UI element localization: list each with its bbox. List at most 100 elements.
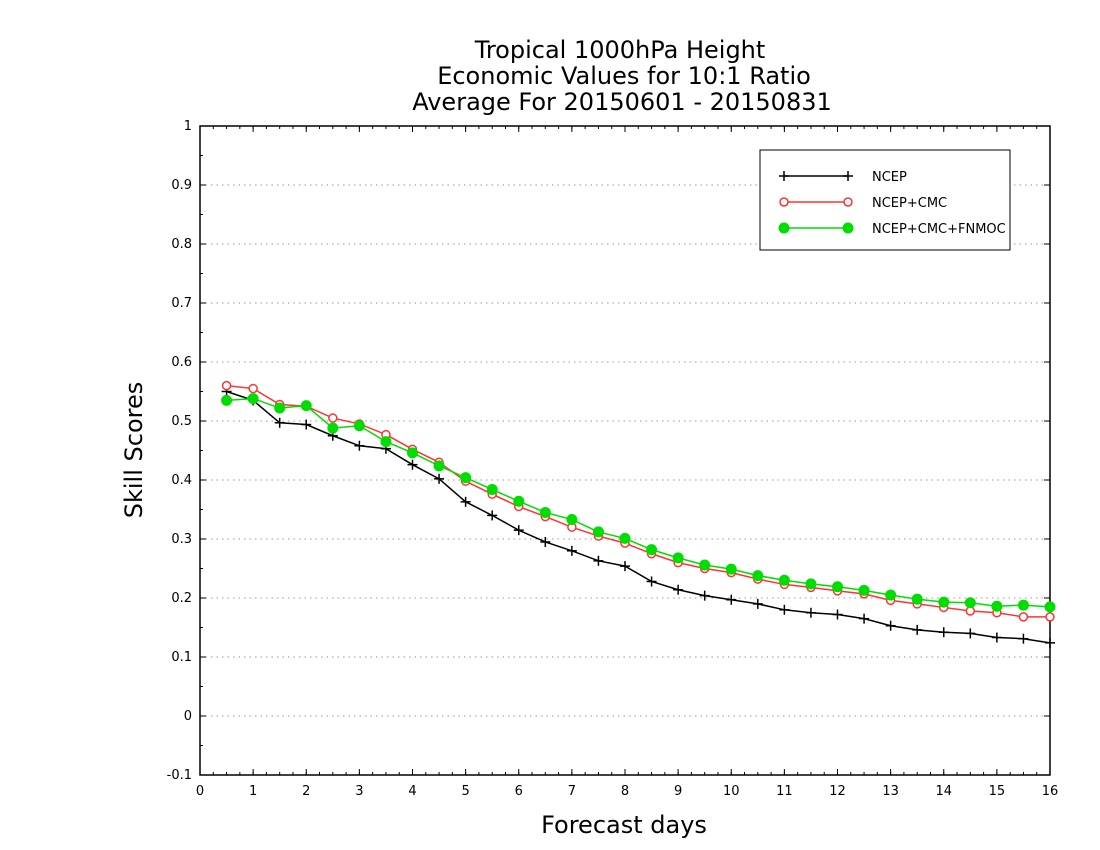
y-tick-label: -0.1: [167, 768, 192, 783]
data-point-ncep-cmc-fnmoc: [619, 532, 631, 544]
data-point-ncep-cmc: [328, 413, 338, 423]
data-point-ncep: [912, 624, 923, 635]
data-point-ncep-cmc-fnmoc: [778, 574, 790, 586]
x-tick-label: 6: [515, 784, 523, 799]
data-point-ncep-cmc-fnmoc: [938, 596, 950, 608]
data-point-ncep-cmc-fnmoc: [566, 514, 578, 526]
x-tick-label: 11: [776, 784, 793, 799]
series-line-ncep-cmc-fnmoc: [226, 397, 1051, 608]
data-point-ncep-cmc-fnmoc: [513, 495, 525, 507]
legend-marker: [843, 171, 853, 181]
y-tick-label: 0.1: [171, 650, 192, 665]
data-point-ncep-cmc-fnmoc: [832, 581, 843, 593]
data-point-ncep: [938, 627, 949, 638]
data-point-ncep: [407, 459, 418, 470]
data-point-ncep-cmc-fnmoc: [672, 552, 684, 564]
data-point-ncep: [593, 555, 604, 566]
x-tick-label: 2: [302, 784, 310, 799]
data-point-ncep: [779, 604, 790, 615]
series-line-ncep-cmc: [226, 384, 1050, 618]
data-point-ncep: [434, 473, 445, 484]
y-tick-label: 0.5: [171, 414, 192, 429]
legend-label: NCEP+CMC: [872, 196, 947, 211]
data-point-ncep-cmc: [248, 383, 258, 394]
legend-item-ncep-cmc-fnmoc: NCEP+CMC+FNMOC: [778, 222, 1006, 237]
data-point-ncep: [354, 440, 365, 451]
x-tick-label: 5: [461, 784, 469, 799]
data-point-ncep-cmc: [1018, 612, 1029, 622]
legend-label: NCEP+CMC+FNMOC: [872, 222, 1006, 237]
data-point-ncep: [540, 536, 551, 547]
legend-marker: [843, 197, 853, 207]
x-tick-label: 10: [723, 784, 740, 799]
y-tick-label: 0.8: [171, 237, 192, 252]
data-point-ncep: [991, 632, 1002, 643]
y-tick-label: 0.6: [171, 355, 192, 370]
data-point-ncep-cmc-fnmoc: [885, 589, 897, 601]
y-tick-label: 0.4: [171, 473, 192, 488]
legend: NCEP NCEP+CMC NCEP+CMC+FNMOC: [759, 149, 1011, 251]
legend-marker: [778, 222, 790, 234]
legend-marker: [779, 197, 789, 207]
y-tick-label: 0: [184, 709, 192, 724]
data-point-ncep: [646, 576, 657, 587]
data-point-ncep-cmc-fnmoc: [247, 393, 259, 405]
data-point-ncep-cmc-fnmoc: [380, 436, 392, 448]
series-ncep-cmc: [221, 380, 1055, 622]
data-point-ncep: [859, 613, 870, 624]
data-point-ncep-cmc-fnmoc: [539, 506, 551, 518]
series-ncep-cmc-fnmoc: [221, 393, 1056, 613]
data-point-ncep-cmc-fnmoc: [646, 544, 658, 556]
data-point-ncep-cmc-fnmoc: [911, 593, 923, 605]
legend-box: [759, 149, 1011, 251]
data-point-ncep: [752, 598, 763, 609]
x-tick-label: 15: [989, 784, 1006, 799]
legend-item-ncep: NCEP: [779, 170, 907, 185]
data-point-ncep-cmc-fnmoc: [991, 600, 1003, 612]
data-point-ncep-cmc-fnmoc: [1044, 601, 1056, 613]
data-point-ncep: [1018, 633, 1029, 644]
x-axis-label: Forecast days: [541, 811, 707, 839]
data-point-ncep: [805, 607, 816, 618]
series-group: [221, 380, 1056, 648]
x-tick-label: 12: [829, 784, 846, 799]
data-point-ncep: [620, 561, 630, 572]
x-tick-label: 4: [408, 784, 416, 799]
y-tick-label: 0.2: [171, 591, 192, 606]
data-point-ncep: [726, 594, 737, 605]
data-point-ncep-cmc-fnmoc: [725, 563, 737, 575]
data-point-ncep: [699, 590, 710, 601]
legend-label: NCEP: [872, 170, 907, 185]
x-tick-label: 14: [935, 784, 952, 799]
data-point-ncep-cmc-fnmoc: [858, 584, 870, 596]
data-point-ncep: [566, 545, 577, 556]
data-point-ncep-cmc: [1045, 612, 1055, 622]
x-tick-label: 3: [355, 784, 363, 799]
x-tick-label: 7: [568, 784, 576, 799]
y-tick-label: 0.9: [171, 178, 192, 193]
y-tick-label: 1: [184, 119, 192, 134]
axis-ticks: -0.100.10.20.30.40.50.60.70.80.910 1 2 3 4 5 6…: [167, 119, 1059, 799]
data-point-ncep: [885, 620, 896, 631]
data-point-ncep: [832, 609, 843, 620]
data-point-ncep-cmc-fnmoc: [433, 460, 445, 472]
data-point-ncep-cmc-fnmoc: [752, 570, 764, 582]
x-tick-label: 0: [196, 784, 204, 799]
data-point-ncep: [1045, 637, 1055, 648]
legend-marker: [779, 171, 789, 181]
chart-title-line-3: Average For 20150601 - 20150831: [412, 88, 832, 116]
data-point-ncep: [965, 628, 976, 639]
data-point-ncep-cmc-fnmoc: [805, 578, 817, 590]
data-point-ncep-cmc-fnmoc: [221, 394, 233, 406]
legend-marker: [842, 222, 854, 234]
legend-items: NCEP NCEP+CMC NCEP+CMC+FNMOC: [778, 170, 1006, 237]
series-ncep: [221, 386, 1055, 648]
data-point-ncep-cmc-fnmoc: [300, 400, 312, 412]
data-point-ncep-cmc-fnmoc: [1017, 599, 1029, 611]
data-point-ncep-cmc: [221, 380, 232, 391]
data-point-ncep-cmc-fnmoc: [460, 472, 472, 484]
data-point-ncep-cmc-fnmoc: [274, 402, 286, 414]
y-tick-label: 0.7: [171, 296, 192, 311]
x-tick-label: 13: [882, 784, 899, 799]
